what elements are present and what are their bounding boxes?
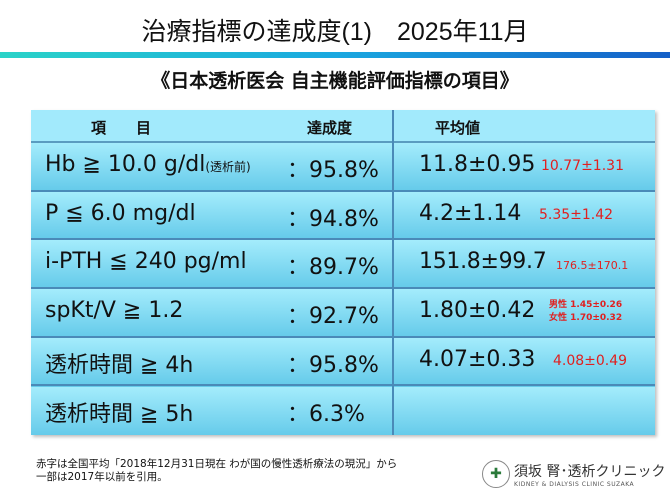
- row-rate: ：92.7%: [287, 304, 379, 330]
- row-item: P ≦ 6.0 mg/dl: [45, 200, 196, 226]
- row-rate: ：89.7%: [287, 255, 379, 281]
- row-item: 透析時間 ≧ 5h: [45, 401, 194, 427]
- indicator-table: 項 目 達成度 平均値 Hb ≧ 10.0 g/dl(透析前) ：95.8% 1…: [31, 110, 655, 436]
- footnote-line: 一部は2017年以前を引用。: [36, 471, 168, 483]
- row-avg: 4.2±1.14: [419, 200, 522, 226]
- row-item: spKt/V ≧ 1.2: [45, 298, 184, 324]
- row-rate: ：95.8%: [287, 352, 379, 378]
- row-national-avg: 5.35±1.42: [539, 206, 614, 223]
- row-item: 透析時間 ≧ 4h: [45, 352, 194, 378]
- table-row: 透析時間 ≧ 5h ：6.3%: [31, 386, 655, 436]
- table-row: Hb ≧ 10.0 g/dl(透析前) ：95.8% 11.8±0.95 10.…: [31, 143, 655, 192]
- column-divider: [392, 110, 394, 435]
- header-item: 項 目: [91, 119, 152, 137]
- row-national-avg: 176.5±170.1: [556, 259, 629, 273]
- header-avg: 平均値: [435, 119, 481, 137]
- clinic-logo: ✚ 須坂 腎･透析クリニック KIDNEY & DIALYSIS CLINIC …: [482, 460, 665, 488]
- table-header: 項 目 達成度 平均値: [31, 110, 655, 143]
- slide-title: 治療指標の達成度(1) 2025年11月: [141, 18, 529, 46]
- table-row: 透析時間 ≧ 4h ：95.8% 4.07±0.33 4.08±0.49: [31, 337, 655, 387]
- clinic-name-en: KIDNEY & DIALYSIS CLINIC SUZAKA: [514, 480, 635, 488]
- row-rate: ：94.8%: [287, 206, 379, 232]
- table-row: i-PTH ≦ 240 pg/ml ：89.7% 151.8±99.7 176.…: [31, 240, 655, 290]
- row-item-note: (透析前): [205, 160, 251, 174]
- table-row: spKt/V ≧ 1.2 ：92.7% 1.80±0.42 男性 1.45±0.…: [31, 289, 655, 338]
- clinic-emblem-icon: ✚: [482, 460, 510, 488]
- row-national-avg: 4.08±0.49: [553, 352, 628, 369]
- row-avg: 4.07±0.33: [419, 346, 536, 372]
- header-rate: 達成度: [307, 119, 353, 137]
- row-item: i-PTH ≦ 240 pg/ml: [45, 249, 247, 275]
- row-item: Hb ≧ 10.0 g/dl: [45, 152, 206, 177]
- footnote-line: 赤字は全国平均「2018年12月31日現在 わが国の慢性透析療法の現況」から: [36, 458, 398, 470]
- slide-subtitle: 《日本透析医会 自主機能評価指標の項目》: [151, 70, 519, 92]
- clinic-name: 須坂 腎･透析クリニック: [514, 463, 666, 480]
- row-avg: 11.8±0.95: [419, 152, 536, 177]
- row-national-male: 男性 1.45±0.26: [549, 300, 623, 311]
- row-rate: ：6.3%: [287, 401, 365, 427]
- row-avg: 1.80±0.42: [419, 298, 536, 324]
- footnote: 赤字は全国平均「2018年12月31日現在 わが国の慢性透析療法の現況」から 一…: [36, 458, 397, 484]
- row-national-avg: 10.77±1.31: [541, 158, 624, 174]
- row-avg: 151.8±99.7: [419, 249, 547, 275]
- row-rate: ：95.8%: [287, 158, 379, 183]
- title-divider: [0, 52, 670, 58]
- row-national-female: 女性 1.70±0.32: [549, 313, 623, 324]
- table-row: P ≦ 6.0 mg/dl ：94.8% 4.2±1.14 5.35±1.42: [31, 191, 655, 241]
